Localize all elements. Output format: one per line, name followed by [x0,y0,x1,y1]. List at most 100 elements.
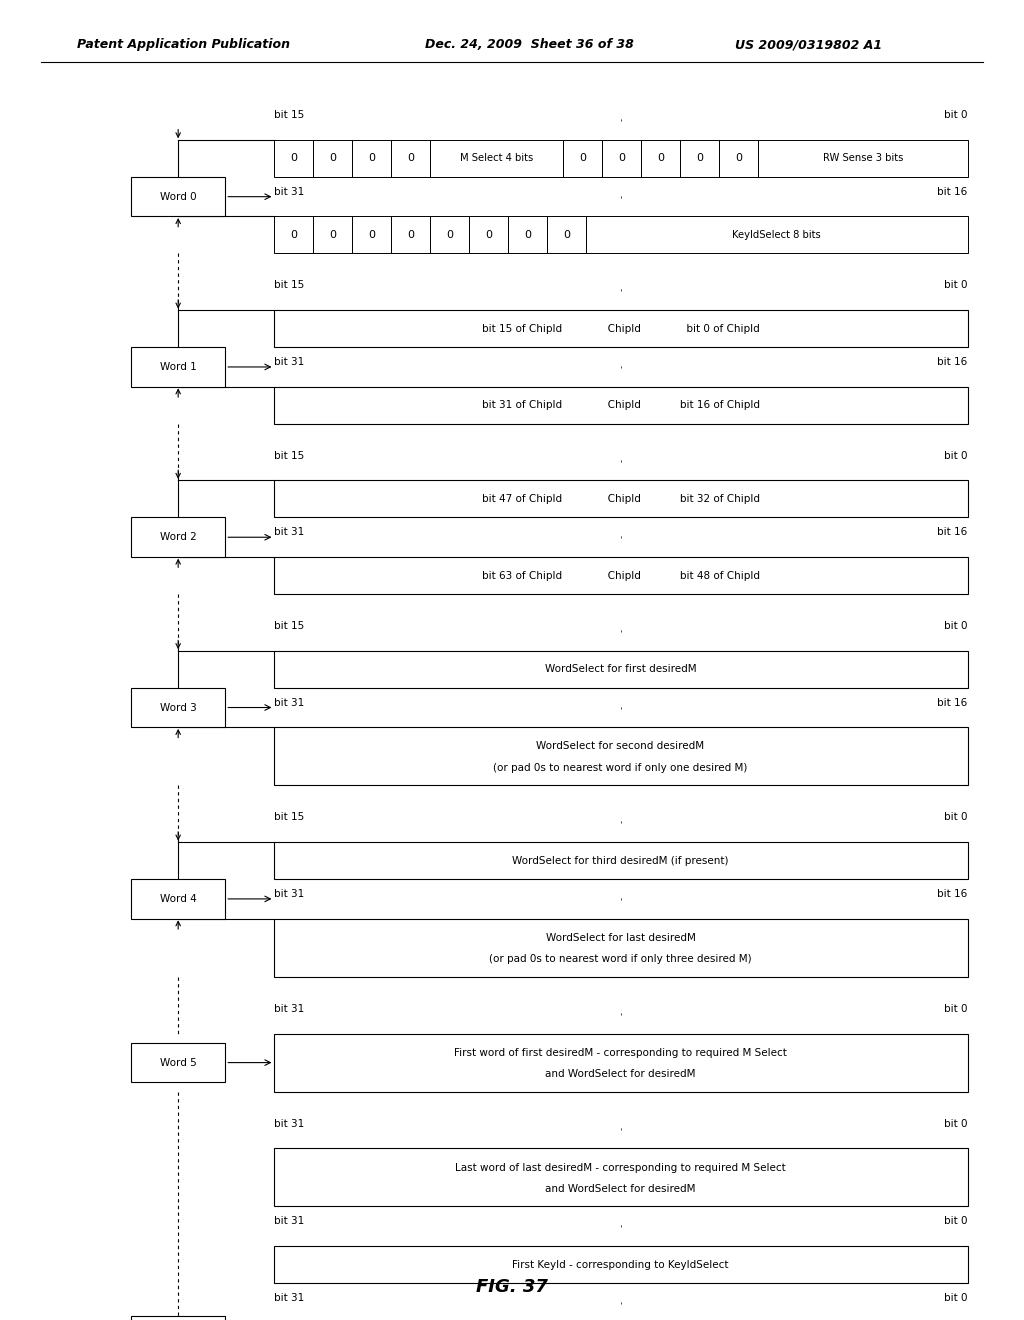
Bar [131,879,225,919]
Text: bit 31: bit 31 [274,1003,305,1014]
Bar [274,557,968,594]
Text: bit 0: bit 0 [944,1118,968,1129]
Bar [274,1246,968,1283]
Text: 0: 0 [369,230,375,240]
Text: Dec. 24, 2009  Sheet 36 of 38: Dec. 24, 2009 Sheet 36 of 38 [425,38,634,51]
Text: bit 31: bit 31 [274,356,305,367]
Text: 0: 0 [369,153,375,164]
Bar [274,919,968,977]
Bar [547,216,586,253]
Text: bit 0: bit 0 [944,1003,968,1014]
Text: Word 5: Word 5 [160,1057,197,1068]
Text: Patent Application Publication: Patent Application Publication [77,38,290,51]
Bar [602,140,641,177]
Bar [430,140,563,177]
Bar [680,140,719,177]
Bar [391,140,430,177]
Bar [313,140,352,177]
Text: 0: 0 [563,230,569,240]
Text: bit 15: bit 15 [274,280,305,290]
Text: and WordSelect for desiredM: and WordSelect for desiredM [546,1184,695,1195]
Text: 0: 0 [735,153,741,164]
Text: and WordSelect for desiredM: and WordSelect for desiredM [546,1069,695,1080]
Text: 0: 0 [330,230,336,240]
Bar [641,140,680,177]
Text: bit 31: bit 31 [274,186,305,197]
Text: RW Sense 3 bits: RW Sense 3 bits [822,153,903,164]
Text: bit 31: bit 31 [274,888,305,899]
Text: Word 0: Word 0 [160,191,197,202]
Text: bit 15: bit 15 [274,450,305,461]
Text: 0: 0 [485,230,492,240]
Bar [352,216,391,253]
Bar [274,1034,968,1092]
Bar [508,216,547,253]
Text: bit 0: bit 0 [944,450,968,461]
Text: bit 0: bit 0 [944,1216,968,1226]
Bar [131,1043,225,1082]
Bar [352,140,391,177]
Text: 0: 0 [291,230,297,240]
Bar [131,1316,225,1320]
Bar [469,216,508,253]
Bar [563,140,602,177]
Text: bit 15 of ChipId              ChipId              bit 0 of ChipId: bit 15 of ChipId ChipId bit 0 of ChipId [481,323,760,334]
Bar [274,480,968,517]
Text: 0: 0 [657,153,664,164]
Text: KeyIdSelect 8 bits: KeyIdSelect 8 bits [732,230,821,240]
Text: Word 4: Word 4 [160,894,197,904]
Bar [586,216,968,253]
Bar [131,517,225,557]
Text: 0: 0 [408,153,414,164]
Bar [274,310,968,347]
Text: bit 16: bit 16 [937,888,968,899]
Text: bit 15: bit 15 [274,110,305,120]
Text: bit 31: bit 31 [274,697,305,708]
Bar [313,216,352,253]
Text: 0: 0 [291,153,297,164]
Text: Last word of last desiredM - corresponding to required M Select: Last word of last desiredM - correspondi… [456,1163,785,1172]
Bar [274,216,313,253]
Text: US 2009/0319802 A1: US 2009/0319802 A1 [735,38,883,51]
Text: bit 15: bit 15 [274,620,305,631]
Text: bit 15: bit 15 [274,812,305,822]
Text: First word of first desiredM - corresponding to required M Select: First word of first desiredM - correspon… [454,1048,787,1057]
Text: bit 16: bit 16 [937,527,968,537]
Text: bit 16: bit 16 [937,697,968,708]
Bar [131,177,225,216]
Text: WordSelect for last desiredM: WordSelect for last desiredM [546,933,695,942]
Bar [131,688,225,727]
Text: WordSelect for first desiredM: WordSelect for first desiredM [545,664,696,675]
Text: bit 16: bit 16 [937,186,968,197]
Bar [274,140,313,177]
Text: WordSelect for third desiredM (if present): WordSelect for third desiredM (if presen… [512,855,729,866]
Text: 0: 0 [408,230,414,240]
Text: 0: 0 [524,230,530,240]
Text: (or pad 0s to nearest word if only one desired M): (or pad 0s to nearest word if only one d… [494,763,748,774]
Text: 0: 0 [446,230,453,240]
Bar [131,347,225,387]
Text: bit 31: bit 31 [274,527,305,537]
Text: bit 16: bit 16 [937,356,968,367]
Bar [274,651,968,688]
Bar [274,1148,968,1206]
Bar [430,216,469,253]
Text: bit 0: bit 0 [944,620,968,631]
Bar [274,727,968,785]
Text: bit 31 of ChipId              ChipId            bit 16 of ChipId: bit 31 of ChipId ChipId bit 16 of ChipId [481,400,760,411]
Bar [391,216,430,253]
Text: Word 2: Word 2 [160,532,197,543]
Text: bit 0: bit 0 [944,110,968,120]
Text: bit 0: bit 0 [944,1292,968,1303]
Text: bit 0: bit 0 [944,812,968,822]
Text: bit 31: bit 31 [274,1118,305,1129]
Text: First KeyId - corresponding to KeyIdSelect: First KeyId - corresponding to KeyIdSele… [512,1259,729,1270]
Text: M Select 4 bits: M Select 4 bits [460,153,534,164]
Text: WordSelect for second desiredM: WordSelect for second desiredM [537,742,705,751]
Bar [274,842,968,879]
Text: (or pad 0s to nearest word if only three desired M): (or pad 0s to nearest word if only three… [489,954,752,965]
Bar [274,387,968,424]
Text: 0: 0 [618,153,625,164]
Text: 0: 0 [580,153,586,164]
Text: bit 31: bit 31 [274,1216,305,1226]
